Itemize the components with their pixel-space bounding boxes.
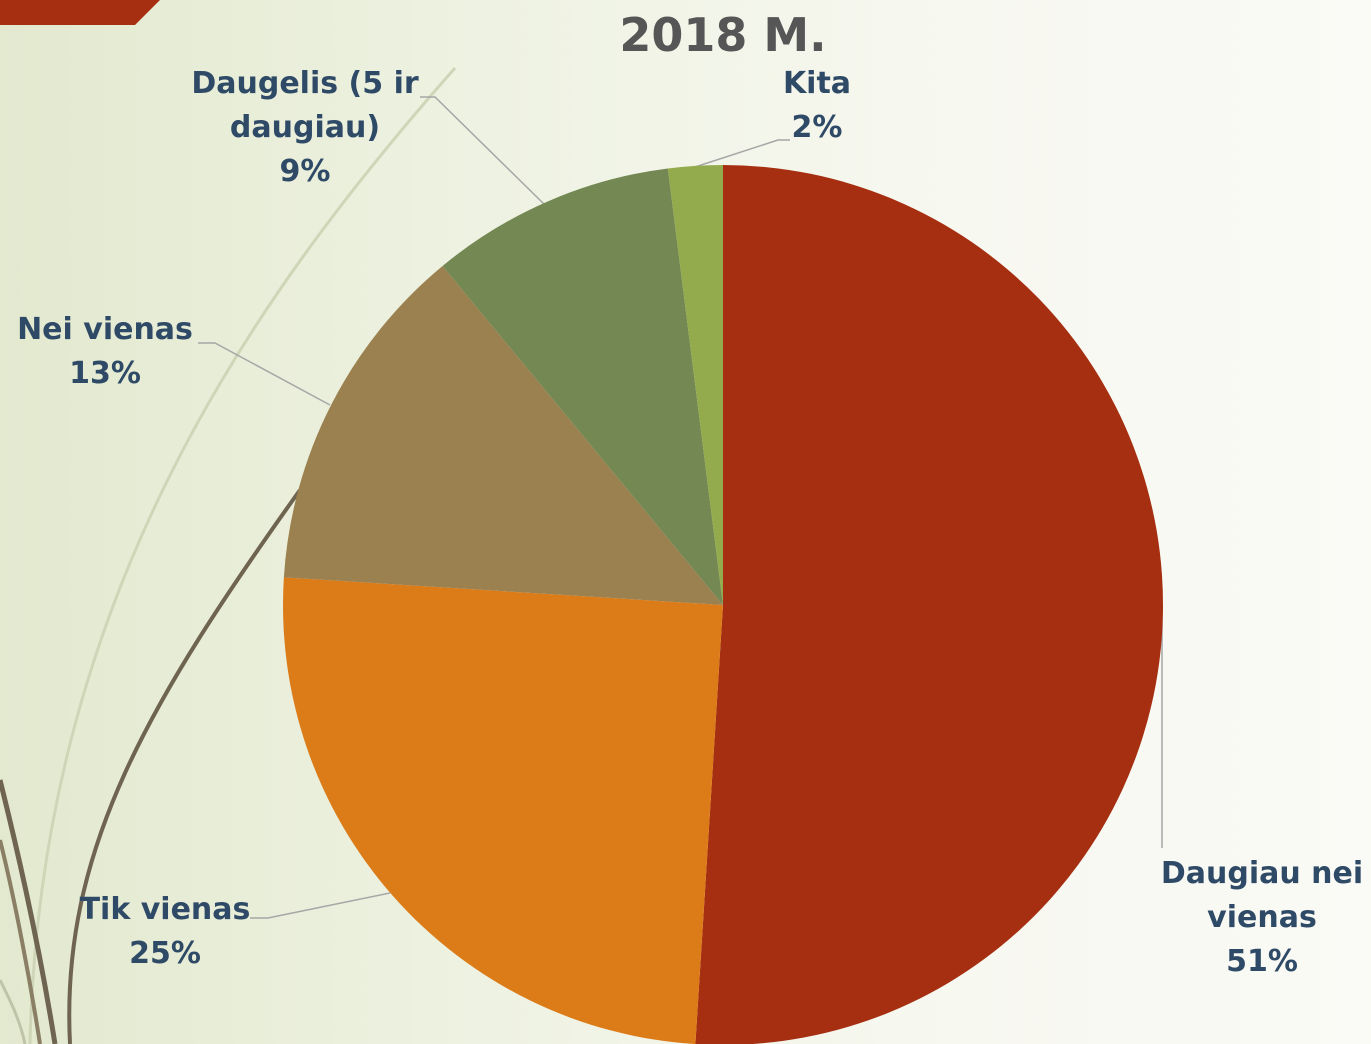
pie-slice xyxy=(695,165,1163,1044)
value-label: 13% xyxy=(0,352,215,396)
pie xyxy=(283,165,1163,1044)
value-label: 51% xyxy=(1147,940,1371,984)
value-label: 2% xyxy=(757,106,877,150)
page: 2018 M. (() => { const data = JSON.parse… xyxy=(0,0,1371,1044)
value-label: 9% xyxy=(180,150,430,194)
chart-title: 2018 M. xyxy=(523,8,923,62)
category-label: Kita xyxy=(757,62,877,106)
pie-slice xyxy=(283,577,723,1044)
value-label: 25% xyxy=(55,932,275,976)
category-label: Daugelis (5 ir daugiau) xyxy=(180,62,430,150)
category-label: Nei vienas xyxy=(0,308,215,352)
category-label: Daugiau nei vienas xyxy=(1147,852,1371,940)
data-label: Daugelis (5 ir daugiau)9% xyxy=(180,62,430,194)
category-label: Tik vienas xyxy=(55,888,275,932)
